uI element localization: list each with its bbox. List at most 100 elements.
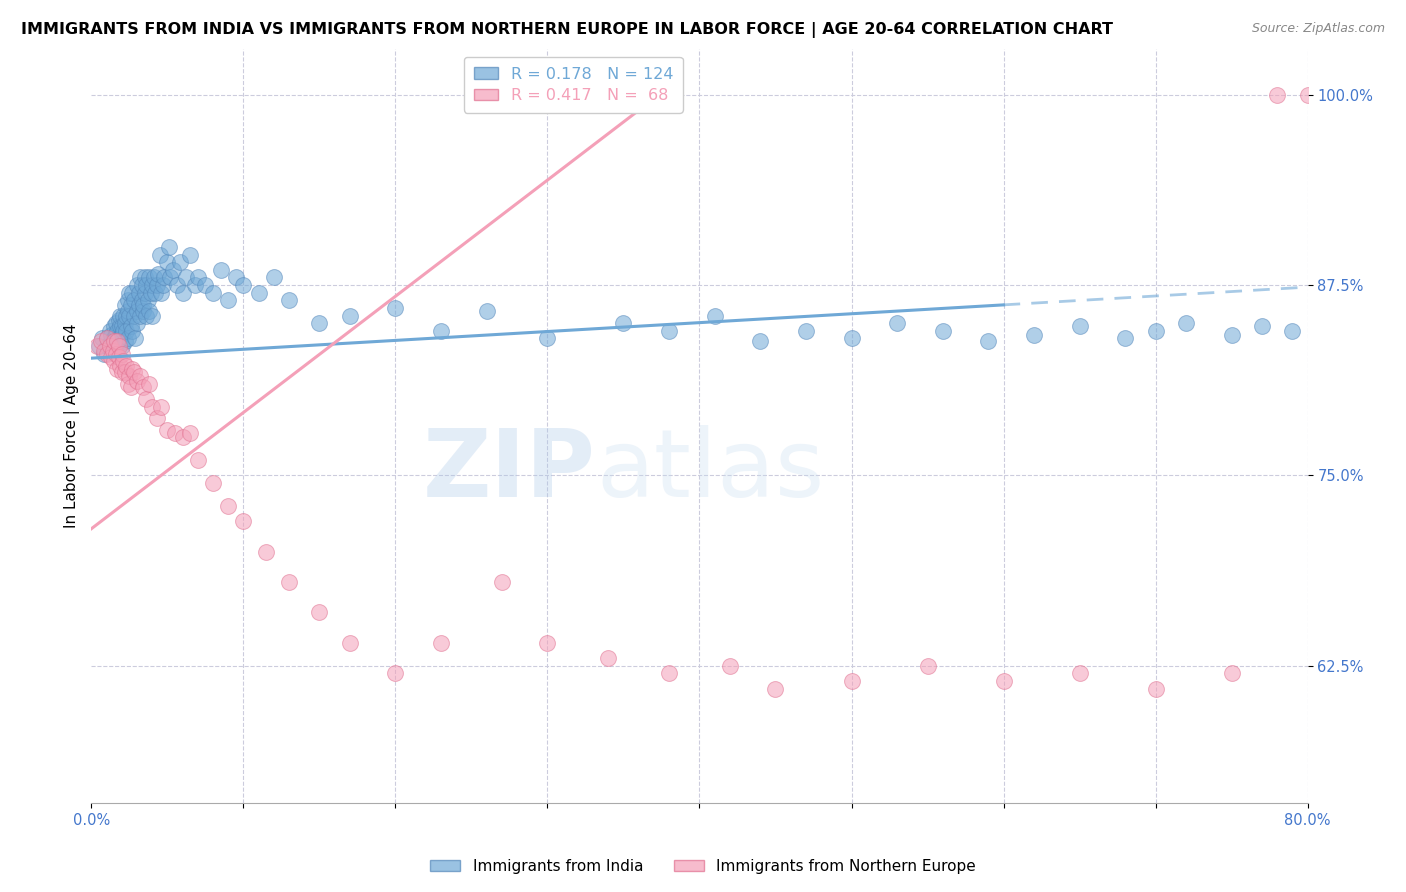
Point bbox=[103, 331, 125, 345]
Point bbox=[104, 346, 127, 360]
Point bbox=[217, 293, 239, 308]
Point bbox=[110, 309, 132, 323]
Point bbox=[150, 285, 173, 300]
Point bbox=[278, 293, 301, 308]
Point bbox=[491, 574, 513, 589]
Point bbox=[104, 326, 127, 341]
Point bbox=[107, 339, 129, 353]
Point bbox=[1220, 328, 1243, 343]
Point bbox=[136, 293, 159, 308]
Legend: Immigrants from India, Immigrants from Northern Europe: Immigrants from India, Immigrants from N… bbox=[423, 853, 983, 880]
Point bbox=[247, 285, 270, 300]
Point bbox=[125, 316, 148, 330]
Point bbox=[143, 285, 166, 300]
Point bbox=[114, 334, 136, 349]
Point bbox=[384, 666, 406, 681]
Point bbox=[96, 346, 118, 360]
Point bbox=[124, 331, 146, 345]
Point bbox=[128, 285, 150, 300]
Point bbox=[110, 359, 132, 373]
Point bbox=[977, 334, 1000, 349]
Point bbox=[149, 247, 172, 261]
Point bbox=[131, 293, 153, 308]
Point bbox=[122, 293, 145, 308]
Point bbox=[101, 337, 124, 351]
Point bbox=[163, 425, 186, 440]
Point bbox=[100, 328, 122, 343]
Point bbox=[225, 270, 247, 285]
Point bbox=[254, 544, 277, 558]
Point bbox=[1022, 328, 1045, 343]
Point bbox=[89, 334, 111, 349]
Point bbox=[172, 285, 194, 300]
Text: Source: ZipAtlas.com: Source: ZipAtlas.com bbox=[1251, 22, 1385, 36]
Point bbox=[107, 313, 129, 327]
Point bbox=[107, 350, 129, 364]
Point bbox=[98, 324, 121, 338]
Point bbox=[1296, 87, 1319, 102]
Point bbox=[132, 380, 155, 394]
Point bbox=[162, 263, 184, 277]
Point bbox=[232, 514, 254, 528]
Point bbox=[917, 658, 939, 673]
Point bbox=[138, 304, 160, 318]
Point bbox=[120, 380, 142, 394]
Point bbox=[598, 651, 620, 665]
Point bbox=[112, 354, 135, 368]
Point bbox=[263, 270, 285, 285]
Point bbox=[156, 255, 179, 269]
Point bbox=[120, 319, 142, 334]
Point bbox=[1327, 87, 1350, 102]
Point bbox=[107, 339, 129, 353]
Point bbox=[145, 278, 167, 293]
Point bbox=[117, 331, 139, 345]
Point bbox=[112, 324, 135, 338]
Point bbox=[202, 285, 225, 300]
Point bbox=[91, 331, 114, 345]
Point bbox=[125, 374, 148, 388]
Point bbox=[101, 343, 124, 358]
Point bbox=[430, 636, 453, 650]
Point bbox=[141, 309, 163, 323]
Point bbox=[96, 331, 118, 345]
Point bbox=[145, 410, 167, 425]
Point bbox=[129, 369, 152, 384]
Point bbox=[111, 339, 134, 353]
Point bbox=[110, 319, 132, 334]
Point bbox=[765, 681, 787, 696]
Point bbox=[1144, 681, 1167, 696]
Point bbox=[1372, 87, 1395, 102]
Point bbox=[118, 309, 141, 323]
Point bbox=[128, 298, 150, 312]
Point bbox=[135, 278, 157, 293]
Point bbox=[184, 278, 207, 293]
Point bbox=[1388, 87, 1406, 102]
Point bbox=[105, 334, 128, 349]
Point bbox=[157, 240, 180, 254]
Point bbox=[117, 304, 139, 318]
Point bbox=[134, 270, 156, 285]
Point bbox=[1251, 319, 1274, 334]
Point bbox=[129, 270, 152, 285]
Point bbox=[105, 361, 128, 376]
Point bbox=[841, 331, 863, 345]
Point bbox=[114, 298, 136, 312]
Point bbox=[172, 430, 194, 444]
Point bbox=[114, 316, 136, 330]
Point bbox=[1069, 666, 1091, 681]
Point bbox=[1069, 319, 1091, 334]
Point bbox=[536, 331, 558, 345]
Point bbox=[103, 334, 125, 349]
Point bbox=[536, 636, 558, 650]
Point bbox=[886, 316, 908, 330]
Point bbox=[931, 324, 953, 338]
Point bbox=[217, 499, 239, 513]
Legend: R = 0.178   N = 124, R = 0.417   N =  68: R = 0.178 N = 124, R = 0.417 N = 68 bbox=[464, 57, 683, 112]
Point bbox=[139, 285, 162, 300]
Point bbox=[194, 278, 217, 293]
Point bbox=[115, 359, 138, 373]
Point bbox=[339, 636, 361, 650]
Point bbox=[166, 278, 188, 293]
Point bbox=[122, 309, 145, 323]
Point bbox=[104, 337, 127, 351]
